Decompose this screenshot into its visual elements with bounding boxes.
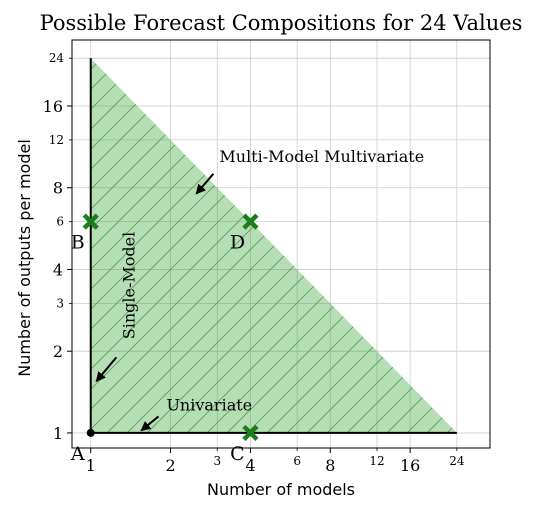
y-tick-label: 8 [53, 179, 63, 198]
composition-region-hatch [90, 58, 457, 433]
annotation-arrow [140, 415, 160, 432]
y-axis-label: Number of outputs per model [15, 139, 34, 377]
point-a-label: A [70, 443, 85, 465]
x-tick-label: 8 [325, 456, 335, 475]
point-b-marker [82, 213, 99, 230]
x-minor-tick-label: 3 [213, 454, 221, 468]
point-d-label: D [230, 232, 245, 254]
x-tick-label: 4 [245, 456, 255, 475]
annotation-arrow [95, 356, 118, 383]
chart-title: Possible Forecast Compositions for 24 Va… [40, 11, 523, 35]
x-tick-label: 2 [165, 456, 175, 475]
x-minor-tick-label: 24 [449, 454, 465, 468]
x-minor-tick-label: 12 [369, 454, 384, 468]
y-tick-label: 4 [53, 260, 63, 279]
y-minor-tick-label: 24 [49, 51, 65, 65]
point-b-label: B [71, 232, 85, 254]
y-minor-tick-label: 3 [56, 296, 64, 310]
point-d-marker [242, 213, 259, 230]
y-tick-label: 16 [43, 97, 63, 116]
x-minor-tick-label: 6 [293, 454, 301, 468]
annotation-label: Single-Model [119, 232, 138, 339]
annotation-label: Univariate [166, 395, 252, 414]
annotation-arrow [195, 173, 215, 195]
x-tick-label: 1 [86, 456, 96, 475]
point-a-marker [86, 428, 95, 437]
annotation-label: Multi-Model Multivariate [219, 147, 424, 166]
point-c-label: C [230, 443, 245, 465]
y-minor-tick-label: 12 [49, 133, 64, 147]
y-tick-label: 2 [53, 342, 63, 361]
x-tick-label: 16 [400, 456, 420, 475]
x-axis-label: Number of models [207, 480, 355, 499]
point-c-marker [242, 424, 259, 442]
y-tick-label: 1 [53, 424, 63, 443]
y-minor-tick-label: 6 [56, 215, 64, 229]
plot-frame [71, 39, 491, 449]
